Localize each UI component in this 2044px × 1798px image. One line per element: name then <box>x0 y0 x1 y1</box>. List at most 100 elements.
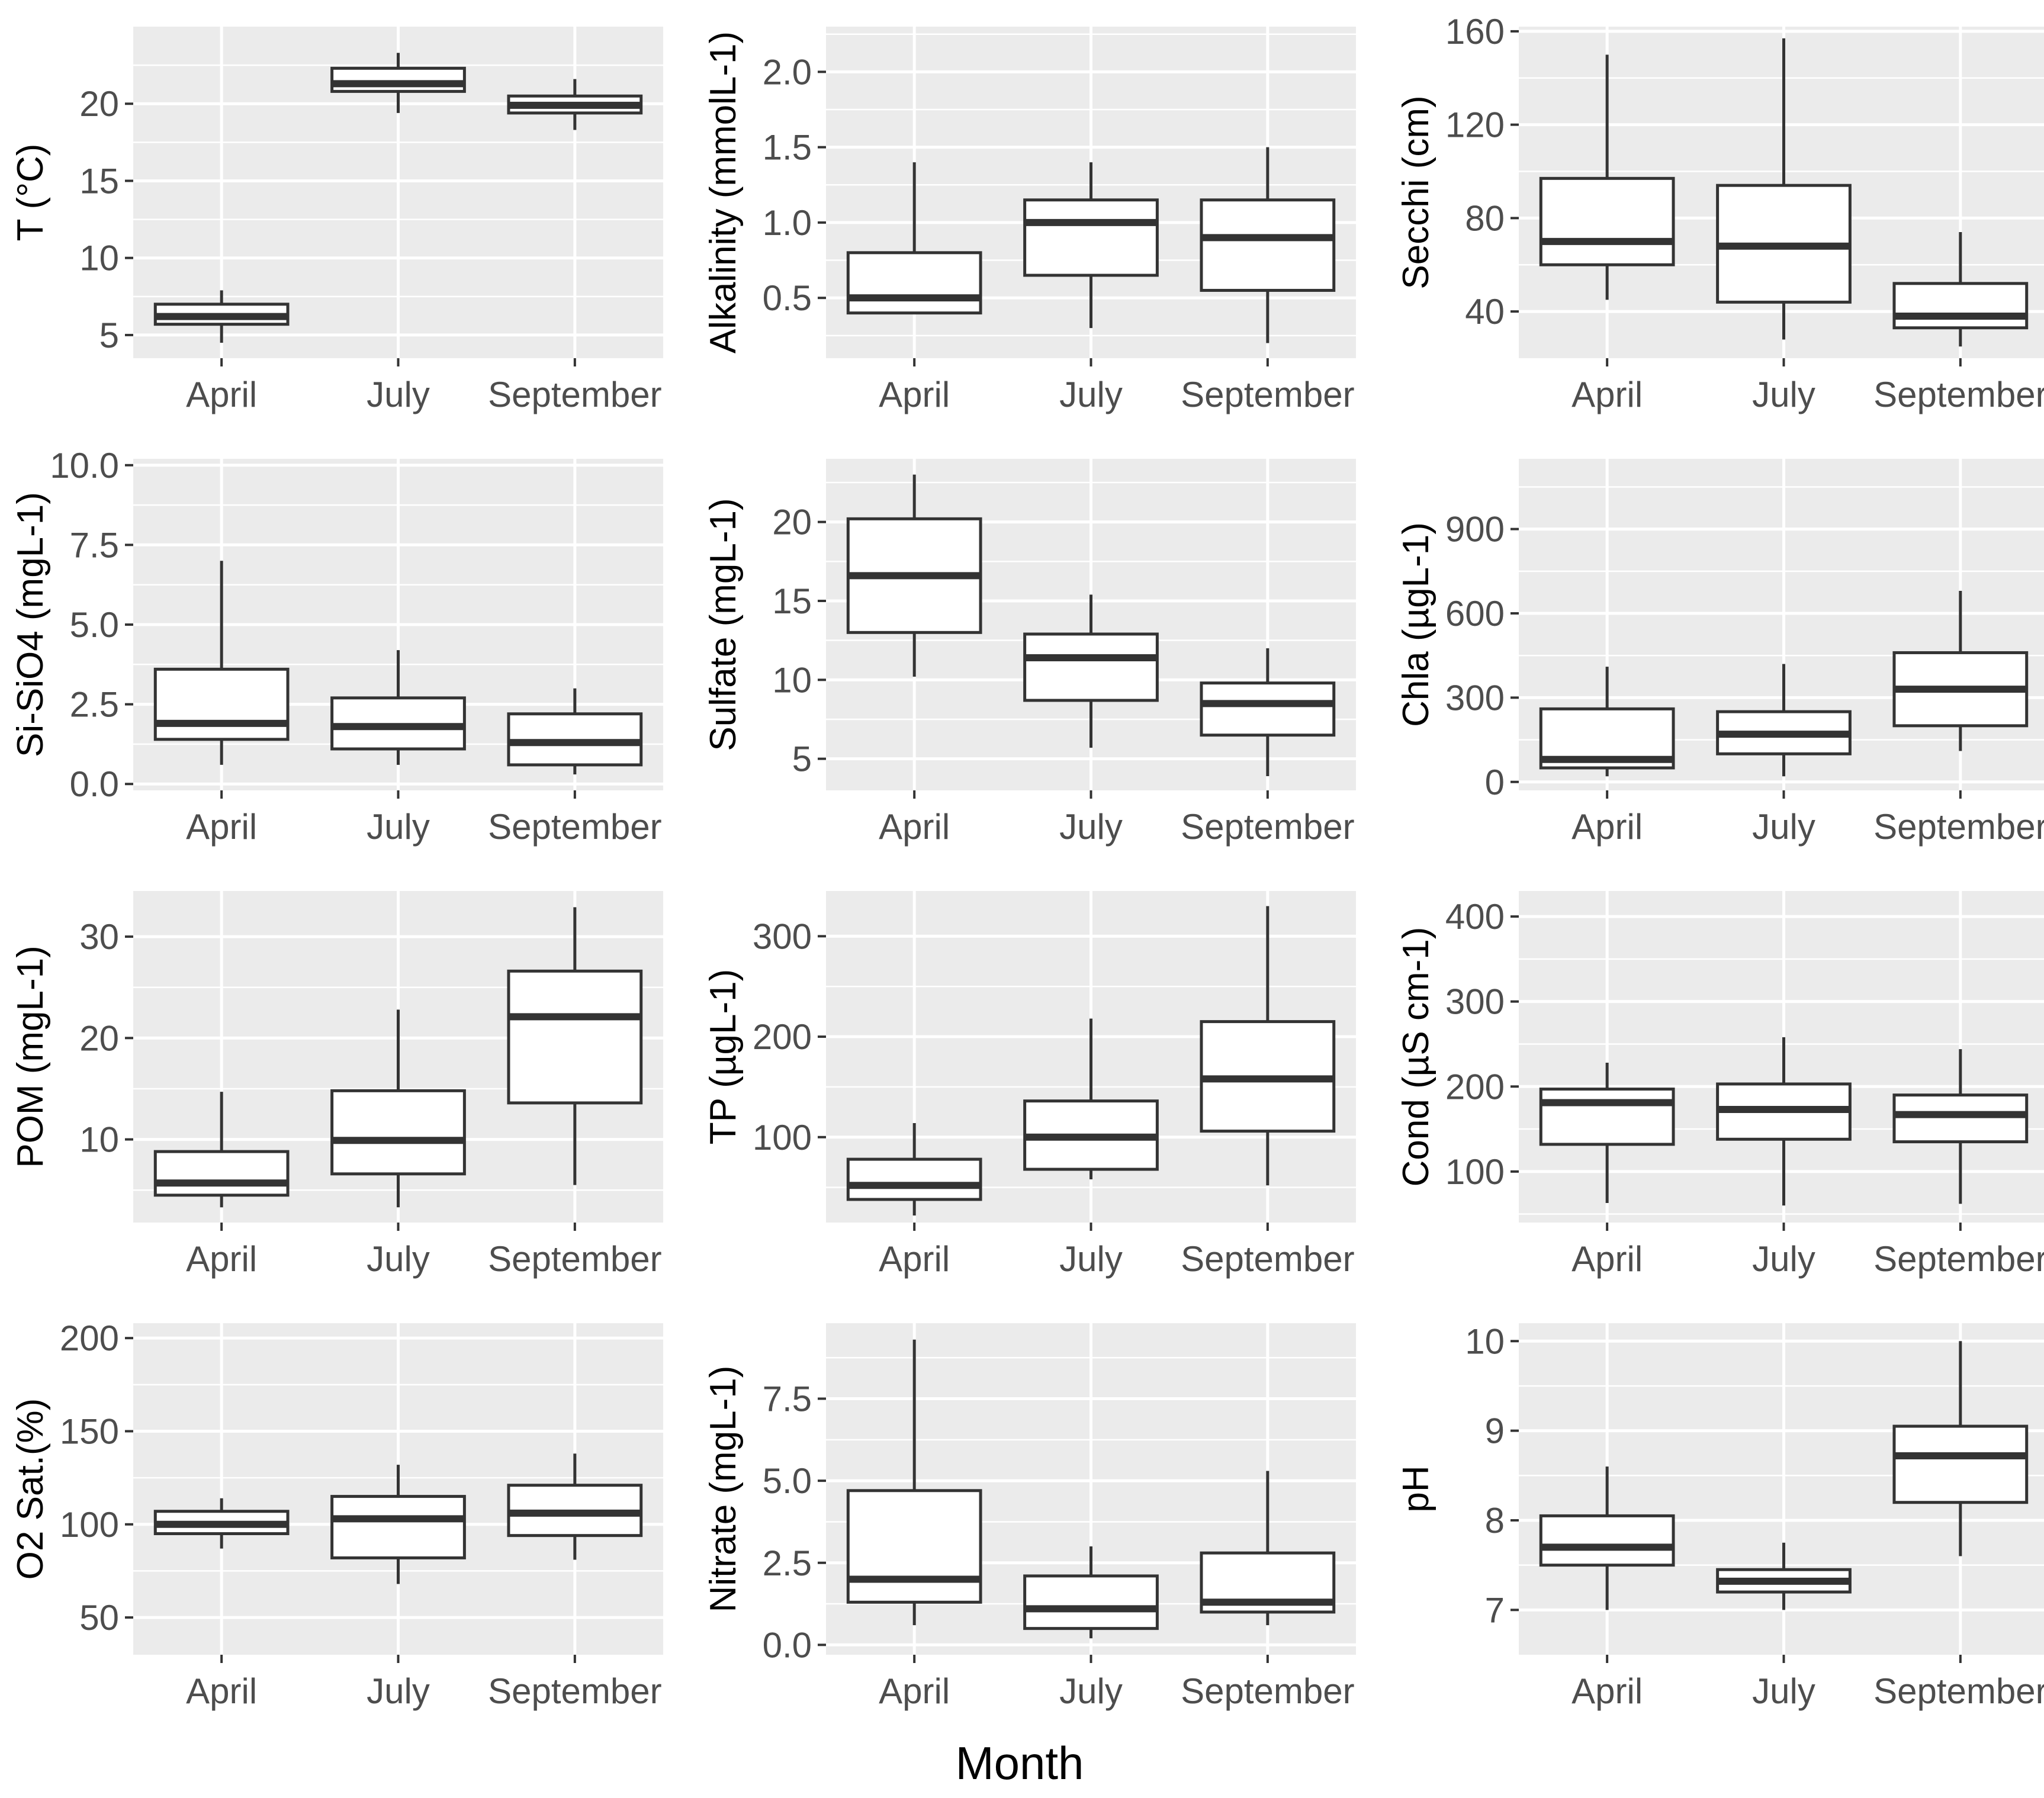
y-tick-label: 150 <box>60 1411 119 1451</box>
y-axis-title: T (°C) <box>10 144 51 242</box>
x-tick-label-july: July <box>1752 1671 1815 1711</box>
x-tick-label-september: September <box>1873 375 2044 414</box>
y-tick-label: 30 <box>79 917 119 957</box>
box-iqr <box>330 1495 466 1559</box>
y-tick-label: 160 <box>1445 12 1505 52</box>
x-tick-label-september: September <box>488 1239 662 1279</box>
box-july <box>1716 664 1852 777</box>
y-tick-label: 7.5 <box>763 1379 812 1419</box>
panel-5: 5 10 15 20 April July September Sulfate (mgL-1) <box>703 459 1356 847</box>
box-july <box>1023 1018 1159 1180</box>
y-tick-label: 5 <box>792 739 812 779</box>
x-tick-label-september: September <box>1181 375 1355 414</box>
y-tick-label: 100 <box>753 1118 812 1157</box>
box-september <box>1200 1471 1336 1626</box>
y-tick-label: 15 <box>772 581 812 621</box>
y-tick-label: 5.0 <box>70 605 119 645</box>
y-tick-label: 10 <box>79 1120 119 1160</box>
y-tick-label: 80 <box>1465 198 1505 238</box>
x-tick-label-september: September <box>1181 1671 1355 1711</box>
box-july <box>330 650 466 765</box>
box-iqr <box>846 251 982 315</box>
x-tick-label-september: September <box>488 1671 662 1711</box>
panels: 5 10 15 20 April July September T (°C) 0.5 1.0 1.5… <box>10 12 2044 1711</box>
x-tick-label-july: July <box>1752 375 1815 414</box>
y-axis-title: O2 Sat.(%) <box>10 1398 51 1580</box>
x-tick-label-july: July <box>1059 375 1123 414</box>
box-september <box>1200 147 1336 343</box>
box-july <box>1716 38 1852 340</box>
y-tick-label: 10 <box>772 660 812 700</box>
y-tick-label: 2.5 <box>763 1543 812 1583</box>
panel-12: 7 8 9 10 April July September pH <box>1396 1321 2044 1711</box>
box-july <box>1716 1542 1852 1610</box>
x-tick-label-april: April <box>1571 375 1643 414</box>
y-tick-label: 1.5 <box>763 128 812 168</box>
box-iqr <box>1539 1514 1675 1567</box>
box-july <box>330 1465 466 1584</box>
box-april <box>846 162 982 315</box>
box-iqr <box>1892 1424 2029 1504</box>
box-april <box>1539 54 1675 300</box>
box-september <box>1892 232 2029 347</box>
box-iqr <box>846 1489 982 1604</box>
x-tick-label-july: July <box>367 1671 430 1711</box>
y-axis-title: Nitrate (mgL-1) <box>703 1366 744 1613</box>
y-tick-label: 40 <box>1465 292 1505 332</box>
box-iqr <box>1539 1088 1675 1146</box>
box-july <box>330 53 466 113</box>
box-iqr <box>330 66 466 93</box>
y-axis-title: pH <box>1396 1465 1436 1512</box>
box-iqr <box>846 1157 982 1201</box>
panel-2: 0.5 1.0 1.5 2.0 April July September Alkalinity… <box>703 27 1356 414</box>
box-september <box>507 79 643 130</box>
box-iqr <box>1539 176 1675 266</box>
y-tick-label: 0 <box>1485 763 1505 802</box>
panel-4: 0.0 2.5 5.0 7.5 10.0 April July September Si-SiO… <box>10 446 663 847</box>
y-tick-label: 7.5 <box>70 525 119 565</box>
panel-9: 100 200 300 400 April July September Cond (µS c… <box>1396 891 2044 1279</box>
x-tick-label-july: July <box>367 1239 430 1279</box>
box-july <box>1023 594 1159 748</box>
y-axis-title: TP (µgL-1) <box>703 969 744 1144</box>
x-tick-label-july: July <box>1059 1671 1123 1711</box>
x-tick-label-july: July <box>1752 1239 1815 1279</box>
box-april <box>1539 1466 1675 1610</box>
box-april <box>153 1498 290 1549</box>
y-tick-label: 100 <box>60 1505 119 1545</box>
x-tick-label-september: September <box>1873 1239 2044 1279</box>
y-tick-label: 10.0 <box>50 446 119 485</box>
y-tick-label: 10 <box>1465 1321 1505 1361</box>
box-iqr <box>1892 1093 2029 1144</box>
box-september <box>1200 648 1336 776</box>
box-september <box>1892 1049 2029 1204</box>
y-tick-label: 15 <box>79 161 119 201</box>
y-tick-label: 0.5 <box>763 278 812 318</box>
y-axis-title: Alkalinity (mmolL-1) <box>703 31 744 353</box>
y-tick-label: 300 <box>753 916 812 956</box>
box-iqr <box>1023 198 1159 277</box>
y-tick-label: 8 <box>1485 1501 1505 1540</box>
x-tick-label-april: April <box>1571 807 1643 847</box>
x-tick-label-april: April <box>186 807 257 847</box>
y-tick-label: 300 <box>1445 678 1505 718</box>
y-tick-label: 50 <box>79 1598 119 1638</box>
y-tick-label: 300 <box>1445 982 1505 1022</box>
x-axis-title: Month <box>956 1737 1084 1789</box>
x-tick-label-april: April <box>1571 1671 1643 1711</box>
panel-8: 100 200 300 April July September TP (µgL-1) <box>703 891 1356 1279</box>
y-axis-title: Si-SiO4 (mgL-1) <box>10 492 51 757</box>
y-tick-label: 0.0 <box>763 1625 812 1665</box>
x-tick-label-september: September <box>488 807 662 847</box>
x-tick-label-july: July <box>367 807 430 847</box>
box-july <box>1023 1546 1159 1639</box>
panel-10: 50 100 150 200 April July September O2 Sat.(%) <box>10 1318 663 1711</box>
x-tick-label-july: July <box>367 375 430 414</box>
x-tick-label-april: April <box>186 375 257 414</box>
box-april <box>153 561 290 765</box>
box-iqr <box>1200 681 1336 737</box>
panel-11: 0.0 2.5 5.0 7.5 April July September Nitrate (m… <box>703 1323 1356 1711</box>
y-tick-label: 100 <box>1445 1152 1505 1192</box>
box-iqr <box>1023 1574 1159 1630</box>
box-iqr <box>153 667 290 741</box>
